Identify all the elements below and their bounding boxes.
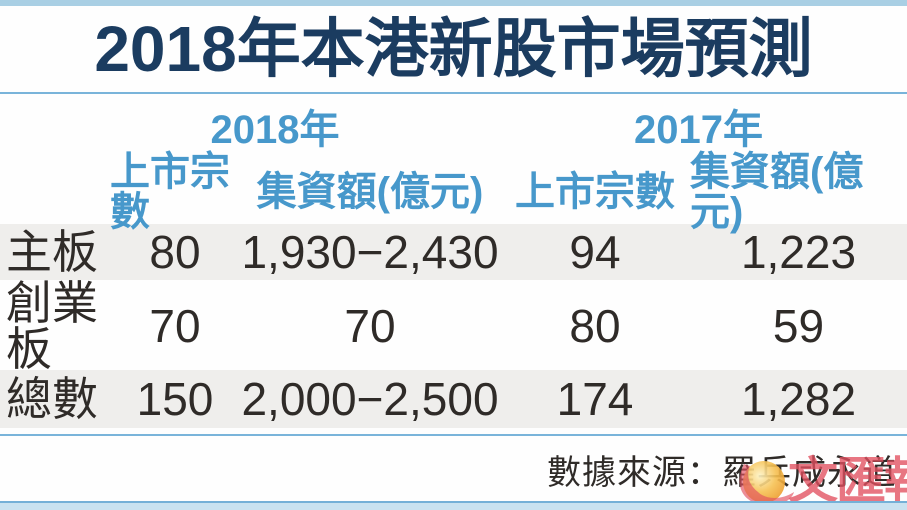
cell-2018-funds: 2,000−2,500 xyxy=(241,373,499,425)
top-border-bar xyxy=(0,0,907,6)
subheader-2017-listings: 上市宗數 xyxy=(515,170,675,214)
table-row-gem-board: 創業板 70 70 80 59 xyxy=(0,277,907,375)
cell-2017-funds: 59 xyxy=(772,300,825,352)
title-bar: 2018年本港新股市場預測 xyxy=(0,6,907,94)
subheader-2017-funds: 集資額(億元) xyxy=(690,150,864,234)
column-group-2017-label: 2017年 xyxy=(634,108,763,152)
cell-2017-funds: 1,282 xyxy=(740,373,857,425)
table-row-main-board: 主板 80 1,930−2,430 94 1,223 xyxy=(0,224,907,280)
bottom-border-bar xyxy=(0,501,907,510)
subheader-spacer xyxy=(0,152,110,232)
row-label: 創業板 xyxy=(6,277,98,375)
column-group-2018-label: 2018年 xyxy=(210,108,340,152)
year-header-row: 2018年 2017年 xyxy=(0,94,907,152)
table-row-total: 總數 150 2,000−2,500 174 1,282 xyxy=(0,370,907,428)
cell-2017-listings: 174 xyxy=(556,373,634,425)
subheader-2018-funds: 集資額(億元) xyxy=(256,170,484,214)
cell-2017-listings: 80 xyxy=(569,300,621,352)
subheader-2018-listings: 上市宗數 xyxy=(110,150,230,234)
cell-2018-funds: 1,930−2,430 xyxy=(241,226,499,278)
cell-2017-listings: 94 xyxy=(569,226,621,278)
row-label: 主板 xyxy=(6,226,98,278)
source-line: 數據來源：羅兵咸永道 xyxy=(0,436,907,503)
cell-2018-listings: 70 xyxy=(149,300,201,352)
cell-2018-listings: 80 xyxy=(149,226,201,278)
cell-2017-funds: 1,223 xyxy=(740,226,857,278)
page-title: 2018年本港新股市場預測 xyxy=(94,13,813,85)
bottom-rule xyxy=(0,434,907,436)
subheader-row: 上市宗數 集資額(億元) 上市宗數 集資額(億元) xyxy=(0,152,907,232)
cell-2018-funds: 70 xyxy=(344,300,396,352)
data-source-text: 數據來源：羅兵咸永道 xyxy=(547,454,897,492)
row-label: 總數 xyxy=(6,373,98,425)
cell-2018-listings: 150 xyxy=(136,373,214,425)
